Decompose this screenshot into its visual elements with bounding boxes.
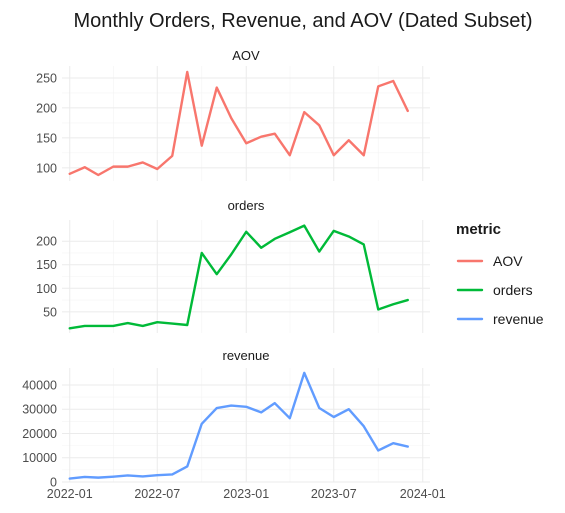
x-tick-label: 2023-01 [223,487,269,501]
y-tick-label: 100 [36,282,57,296]
chart-title: Monthly Orders, Revenue, and AOV (Dated … [73,10,532,32]
series-line-revenue [68,371,409,480]
x-tick-label: 2022-01 [47,487,93,501]
series-line-orders [68,224,409,330]
y-tick-label: 0 [50,476,57,490]
series-line-AOV [68,70,409,177]
y-tick-label: 10000 [22,451,57,465]
x-tick-label: 2024-01 [400,487,446,501]
y-tick-label: 20000 [22,427,57,441]
y-tick-label: 50 [43,305,57,319]
legend-label-AOV: AOV [493,253,523,269]
legend-label-revenue: revenue [493,311,544,327]
y-tick-label: 200 [36,235,57,249]
panel-strip-orders: orders [228,198,265,213]
y-tick-label: 150 [36,258,57,272]
panel-strip-revenue: revenue [223,348,270,363]
y-tick-label: 30000 [22,403,57,417]
legend-label-orders: orders [493,282,533,298]
y-tick-label: 100 [36,161,57,175]
panel-strip-AOV: AOV [232,48,260,63]
y-tick-label: 200 [36,101,57,115]
y-tick-label: 250 [36,71,57,85]
y-tick-label: 150 [36,131,57,145]
x-tick-label: 2023-07 [311,487,357,501]
x-tick-label: 2022-07 [134,487,180,501]
legend-title: metric [456,221,501,238]
y-tick-label: 40000 [22,378,57,392]
